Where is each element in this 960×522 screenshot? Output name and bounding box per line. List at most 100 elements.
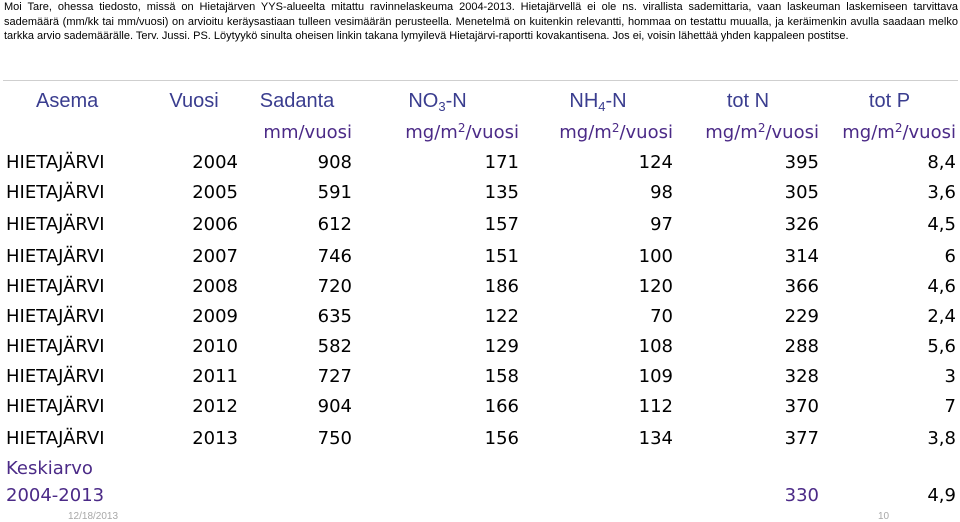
cell-site: HIETAJÄRVI [6,151,105,173]
cell-nh4: 134 [638,427,673,449]
cell-totp: 2,4 [927,305,956,327]
table-row: HIETAJÄRVI 2012 904 166 112 370 7 [4,391,958,421]
cell-sadanta: 635 [317,305,352,327]
unit-totp: mg/m2/vuosi [821,117,958,147]
cell-no3: 151 [484,245,519,267]
cell-totp: 4,5 [927,213,956,235]
cell-year: 2008 [192,275,238,297]
cell-totn: 305 [784,181,819,203]
cell-year: 2013 [192,427,238,449]
unit-tail: /vuosi [765,122,819,143]
cell-site: HIETAJÄRVI [6,213,105,235]
top-divider [3,80,958,81]
average-values-row: 2004-2013 330 4,9 [4,481,958,509]
header-no3: NO3-N [354,86,521,117]
table-row: HIETAJÄRVI 2005 591 135 98 305 3,6 [4,177,958,207]
header-nh4: NH4-N [521,86,675,117]
footer-date: 12/18/2013 [68,511,119,522]
cell-totn: 326 [784,213,819,235]
header-vuosi: Vuosi [169,90,219,112]
unit-tail: /vuosi [902,122,956,143]
cell-site: HIETAJÄRVI [6,181,105,203]
cell-totp: 3 [944,365,956,387]
header-totp: tot P [868,90,911,112]
cell-totp: 8,4 [927,151,956,173]
unit-base: mg/m [559,122,612,143]
cell-totn: 314 [784,245,819,267]
cell-no3: 156 [484,427,519,449]
unit-sup: 2 [757,121,766,135]
cell-site: HIETAJÄRVI [6,305,105,327]
cell-sadanta: 746 [317,245,352,267]
intro-text: Moi Tare, ohessa tiedosto, missä on Hiet… [4,0,958,44]
cell-year: 2004 [192,151,238,173]
cell-year: 2005 [192,181,238,203]
header-no3-sub: 3 [438,98,446,114]
cell-sadanta: 582 [317,335,352,357]
table-row: HIETAJÄRVI 2004 908 171 124 395 8,4 [4,147,958,177]
cell-nh4: 108 [638,335,673,357]
cell-sadanta: 720 [317,275,352,297]
cell-year: 2011 [192,365,238,387]
header-asema: Asema [36,90,99,112]
cell-year: 2009 [192,305,238,327]
table-row: HIETAJÄRVI 2010 582 129 108 288 5,6 [4,331,958,361]
unit-nh4: mg/m2/vuosi [521,117,675,147]
cell-totn: 395 [784,151,819,173]
cell-no3: 171 [484,151,519,173]
header-no3-base: NO [408,89,439,112]
cell-year: 2010 [192,335,238,357]
cell-nh4: 98 [650,181,673,203]
cell-sadanta: 750 [317,427,352,449]
header-row: Asema Vuosi Sadanta NO3-N NH4-N tot N to… [4,86,958,117]
cell-sadanta: 612 [317,213,352,235]
cell-no3: 186 [484,275,519,297]
header-nh4-base: NH [569,89,599,112]
unit-sup: 2 [894,121,903,135]
table-row: HIETAJÄRVI 2009 635 122 70 229 2,4 [4,301,958,331]
unit-tail: /vuosi [619,122,673,143]
cell-sadanta: 908 [317,151,352,173]
unit-sadanta: mm/vuosi [263,121,352,143]
table-row: HIETAJÄRVI 2011 727 158 109 328 3 [4,361,958,391]
cell-totp: 3,8 [927,427,956,449]
cell-totn: 370 [784,395,819,417]
cell-totp: 3,6 [927,181,956,203]
cell-nh4: 124 [638,151,673,173]
intro-paragraph: Moi Tare, ohessa tiedosto, missä on Hiet… [4,1,958,43]
table-row: HIETAJÄRVI 2013 750 156 134 377 3,8 [4,421,958,455]
cell-site: HIETAJÄRVI [6,275,105,297]
header-nh4-sub: 4 [598,98,606,114]
unit-sup: 2 [611,121,620,135]
cell-year: 2006 [192,213,238,235]
cell-totn: 288 [784,335,819,357]
average-totp: 4,9 [927,484,956,506]
unit-base: mg/m [405,122,458,143]
cell-no3: 122 [484,305,519,327]
header-sadanta: Sadanta [259,90,335,112]
unit-base: mg/m [705,122,758,143]
cell-nh4: 120 [638,275,673,297]
table-row: HIETAJÄRVI 2007 746 151 100 314 6 [4,241,958,271]
unit-no3: mg/m2/vuosi [354,117,521,147]
cell-nh4: 109 [638,365,673,387]
cell-totp: 4,6 [927,275,956,297]
average-label-row: Keskiarvo [4,455,958,481]
table-row: HIETAJÄRVI 2008 720 186 120 366 4,6 [4,271,958,301]
cell-site: HIETAJÄRVI [6,427,105,449]
cell-sadanta: 591 [317,181,352,203]
cell-no3: 158 [484,365,519,387]
unit-sup: 2 [457,121,466,135]
cell-site: HIETAJÄRVI [6,335,105,357]
cell-sadanta: 727 [317,365,352,387]
table-row: HIETAJÄRVI 2006 612 157 97 326 4,5 [4,207,958,241]
unit-totn: mg/m2/vuosi [675,117,821,147]
cell-totp: 5,6 [927,335,956,357]
cell-totn: 229 [784,305,819,327]
cell-totp: 6 [944,245,956,267]
cell-totn: 328 [784,365,819,387]
deposition-table: Asema Vuosi Sadanta NO3-N NH4-N tot N to… [4,86,958,509]
units-row: mm/vuosi mg/m2/vuosi mg/m2/vuosi mg/m2/v… [4,117,958,147]
cell-no3: 157 [484,213,519,235]
cell-no3: 135 [484,181,519,203]
